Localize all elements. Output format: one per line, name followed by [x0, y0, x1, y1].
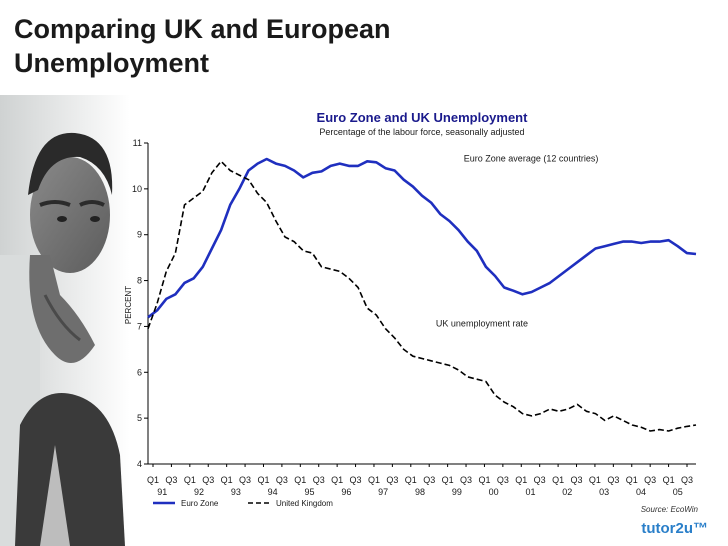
- legend-label: Euro Zone: [181, 499, 219, 508]
- x-tick-label: Q1: [663, 475, 675, 485]
- x-year-label: 00: [489, 487, 499, 497]
- x-tick-label: Q1: [331, 475, 343, 485]
- businessman-photo: [0, 95, 130, 546]
- legend-label: United Kingdom: [276, 499, 333, 508]
- x-year-label: 92: [194, 487, 204, 497]
- chart-legend: Euro Zone United Kingdom: [153, 499, 333, 508]
- x-year-label: 94: [268, 487, 278, 497]
- x-tick-label: Q1: [147, 475, 159, 485]
- x-tick-label: Q1: [626, 475, 638, 485]
- x-tick-label: Q3: [497, 475, 509, 485]
- x-tick-label: Q3: [423, 475, 435, 485]
- x-tick-label: Q1: [589, 475, 601, 485]
- y-tick-label: 7: [137, 321, 142, 331]
- y-tick-label: 4: [137, 459, 142, 469]
- x-tick-label: Q3: [534, 475, 546, 485]
- annotation-label: UK unemployment rate: [436, 318, 528, 328]
- slide-title-line2: Unemployment: [14, 48, 210, 78]
- x-year-label: 02: [562, 487, 572, 497]
- x-year-label: 99: [452, 487, 462, 497]
- y-tick-label: 8: [137, 276, 142, 286]
- x-year-label: 04: [636, 487, 646, 497]
- x-year-label: 97: [378, 487, 388, 497]
- x-tick-label: Q3: [460, 475, 472, 485]
- x-year-label: 05: [673, 487, 683, 497]
- x-tick-label: Q1: [552, 475, 564, 485]
- x-tick-label: Q1: [184, 475, 196, 485]
- x-tick-label: Q1: [442, 475, 454, 485]
- y-tick-label: 11: [133, 138, 142, 148]
- x-year-label: 95: [305, 487, 315, 497]
- y-axis-label: PERCENT: [124, 286, 133, 324]
- x-year-label: 96: [341, 487, 351, 497]
- y-axis-ticks: 4 5 6 7 8 9 10 11: [132, 138, 148, 469]
- x-year-label: 91: [157, 487, 167, 497]
- x-tick-label: Q3: [681, 475, 693, 485]
- y-tick-label: 5: [137, 413, 142, 423]
- x-tick-label: Q3: [202, 475, 214, 485]
- x-year-label: 03: [599, 487, 609, 497]
- x-tick-label: Q1: [368, 475, 380, 485]
- x-year-label: 01: [525, 487, 535, 497]
- x-tick-label: Q1: [478, 475, 490, 485]
- x-tick-label: Q1: [405, 475, 417, 485]
- y-tick-label: 6: [137, 367, 142, 377]
- x-tick-label: Q1: [294, 475, 306, 485]
- x-tick-label: Q1: [257, 475, 269, 485]
- x-tick-label: Q1: [221, 475, 233, 485]
- x-tick-label: Q1: [515, 475, 527, 485]
- x-year-label: 98: [415, 487, 425, 497]
- x-tick-label: Q3: [313, 475, 325, 485]
- series-lines: [147, 157, 697, 432]
- x-tick-label: Q3: [276, 475, 288, 485]
- series-line-euro-zone: [147, 157, 697, 319]
- chart-axes: [147, 143, 696, 465]
- x-tick-label: Q3: [165, 475, 177, 485]
- brand-logo: tutor2u™: [641, 520, 708, 537]
- x-tick-label: Q3: [607, 475, 619, 485]
- chart-title: Euro Zone and UK Unemployment: [317, 110, 529, 125]
- source-note: Source: EcoWin: [640, 505, 698, 514]
- chart-annotations: Euro Zone average (12 countries) UK unemp…: [436, 153, 598, 328]
- series-line-united-kingdom: [147, 160, 697, 432]
- annotation-label: Euro Zone average (12 countries): [464, 153, 599, 163]
- y-tick-label: 9: [137, 230, 142, 240]
- y-tick-label: 10: [132, 184, 142, 194]
- x-tick-label: Q3: [239, 475, 251, 485]
- x-axis-ticks: Q1 Q3 Q1 Q3 Q1 Q3 Q1 Q3 Q1 Q3 Q1 Q3 Q1 Q3 Q1 Q3 Q1 Q3 Q1 Q3…: [147, 464, 693, 497]
- chart-subtitle: Percentage of the labour force, seasonal…: [319, 127, 524, 137]
- x-tick-label: Q3: [644, 475, 656, 485]
- x-year-label: 93: [231, 487, 241, 497]
- slide-title-line1: Comparing UK and European: [14, 14, 391, 44]
- x-tick-label: Q3: [571, 475, 583, 485]
- x-tick-label: Q3: [386, 475, 398, 485]
- x-tick-label: Q3: [350, 475, 362, 485]
- slide-title: Comparing UK and European Unemployment: [14, 12, 391, 80]
